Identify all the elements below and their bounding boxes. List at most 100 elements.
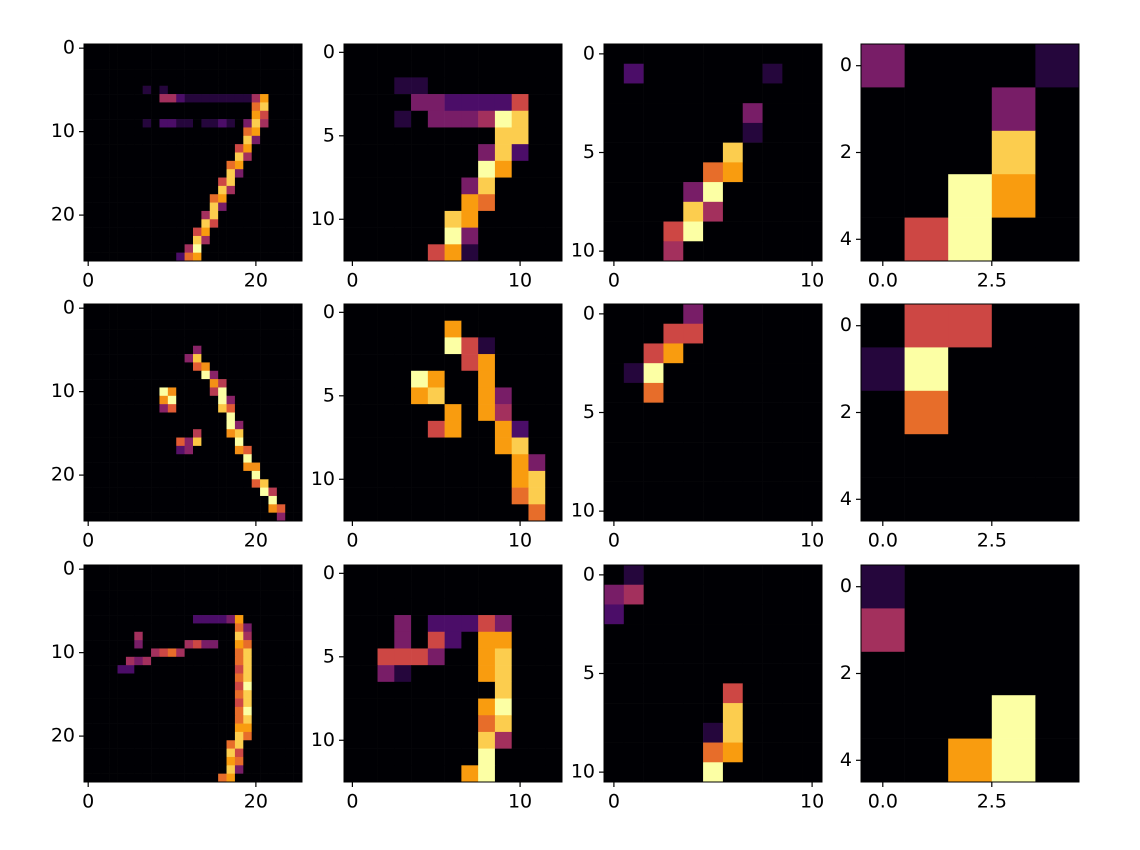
cell — [118, 211, 127, 220]
cell — [176, 304, 185, 313]
cell — [378, 615, 395, 632]
cell — [294, 69, 303, 78]
cell — [210, 565, 219, 574]
cell — [445, 194, 462, 211]
cell — [185, 186, 194, 195]
cell — [201, 429, 210, 438]
cell — [235, 715, 244, 724]
cell — [227, 582, 236, 591]
cell — [277, 565, 286, 574]
cell — [201, 396, 210, 405]
cell — [134, 404, 143, 413]
cell — [92, 463, 101, 472]
cell — [763, 182, 783, 202]
cell — [663, 462, 683, 482]
cell — [428, 354, 445, 371]
cell — [109, 615, 118, 624]
cell — [176, 186, 185, 195]
cell — [101, 153, 110, 162]
cell — [495, 598, 512, 615]
cell — [285, 740, 294, 749]
cell — [1035, 218, 1079, 262]
cell — [252, 757, 261, 766]
cell — [227, 52, 236, 61]
cell — [235, 312, 244, 321]
cell — [84, 607, 93, 616]
cell — [134, 194, 143, 203]
cell — [782, 182, 802, 202]
cell — [378, 732, 395, 749]
cell — [92, 119, 101, 128]
cell — [394, 648, 411, 665]
cell — [703, 83, 723, 103]
cell — [118, 144, 127, 153]
cell — [185, 127, 194, 136]
cell — [277, 496, 286, 505]
cell — [193, 111, 202, 120]
cell — [528, 337, 545, 354]
cell — [168, 44, 177, 53]
cell — [528, 211, 545, 228]
cell — [285, 312, 294, 321]
cell — [243, 732, 252, 741]
cell — [277, 707, 286, 716]
cell — [663, 64, 683, 84]
cell — [260, 346, 269, 355]
cell — [134, 244, 143, 253]
cell — [176, 337, 185, 346]
cell — [159, 446, 168, 455]
cell — [151, 161, 160, 170]
cell — [193, 346, 202, 355]
cell — [294, 253, 303, 262]
cell — [277, 127, 286, 136]
cell — [644, 723, 664, 743]
cell — [227, 69, 236, 78]
cell — [84, 757, 93, 766]
cell — [252, 582, 261, 591]
cell — [683, 604, 703, 624]
cell — [428, 44, 445, 61]
cell — [84, 438, 93, 447]
cell — [151, 404, 160, 413]
cell — [143, 640, 152, 649]
cell — [185, 61, 194, 70]
y-tick-label: 0 — [583, 302, 595, 324]
cell — [185, 513, 194, 522]
cell — [478, 632, 495, 649]
cell — [361, 715, 378, 732]
cell — [185, 387, 194, 396]
cell — [394, 178, 411, 195]
cell — [143, 346, 152, 355]
cell — [185, 648, 194, 657]
cell — [277, 228, 286, 237]
cell — [294, 44, 303, 53]
cell — [445, 421, 462, 438]
cell — [193, 94, 202, 103]
cell — [201, 615, 210, 624]
cell — [176, 77, 185, 86]
cell — [151, 127, 160, 136]
cell — [227, 648, 236, 657]
cell — [185, 740, 194, 749]
cell — [168, 61, 177, 70]
cell — [159, 329, 168, 338]
cell — [478, 178, 495, 195]
cell — [495, 682, 512, 699]
cell — [218, 749, 227, 758]
cell — [243, 312, 252, 321]
heatmap — [861, 304, 1079, 521]
cell — [143, 674, 152, 683]
cell — [168, 682, 177, 691]
cell — [624, 304, 644, 324]
cell — [235, 119, 244, 128]
cell — [84, 724, 93, 733]
cell — [528, 665, 545, 682]
cell — [168, 774, 177, 783]
cell — [644, 482, 664, 502]
cell — [252, 488, 261, 497]
cell — [743, 482, 763, 502]
cell — [378, 244, 395, 261]
cell — [176, 421, 185, 430]
cell — [495, 194, 512, 211]
cell — [252, 144, 261, 153]
